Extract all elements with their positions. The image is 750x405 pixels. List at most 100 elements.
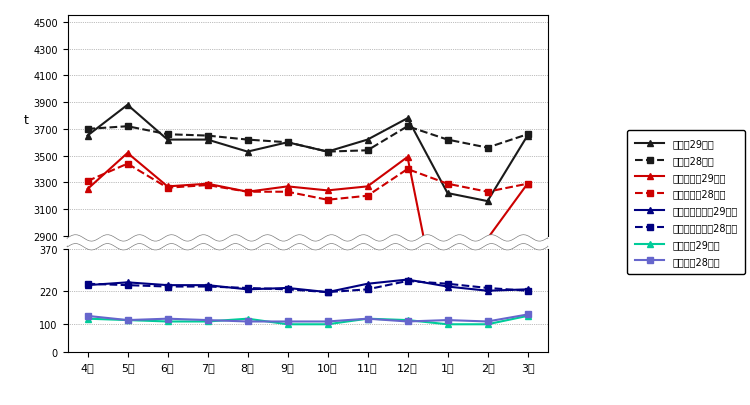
粗大ごみ29年度 [203,319,212,324]
燃やすごみ29年度 [483,237,492,241]
粗大ごみ29年度 [243,316,252,321]
燃やすごみ29年度 [83,187,92,192]
燃やすごみ28年度 [283,190,292,195]
粗大ごみ29年度 [283,322,292,327]
合計量28年度 [363,149,372,153]
燃やすごみ29年度 [203,182,212,187]
合計量28年度 [203,134,212,139]
燃やさないごみ28年度 [123,283,132,288]
燃やさないごみ29年度 [243,287,252,292]
Line: 合計量29年度: 合計量29年度 [84,102,531,205]
燃やすごみ28年度 [523,182,532,187]
燃やすごみ29年度 [243,190,252,195]
粗大ごみ28年度 [523,312,532,317]
合計量28年度 [243,138,252,143]
燃やさないごみ28年度 [363,287,372,292]
合計量28年度 [163,132,172,137]
粗大ごみ29年度 [523,314,532,319]
Line: 粗大ごみ28年度: 粗大ごみ28年度 [84,311,531,325]
粗大ごみ28年度 [163,316,172,321]
燃やすごみ28年度 [163,186,172,191]
合計量29年度 [163,138,172,143]
粗大ごみ28年度 [483,319,492,324]
Line: 燃やさないごみ29年度: 燃やさないごみ29年度 [84,276,531,296]
燃やさないごみ29年度 [523,287,532,292]
合計量28年度 [323,150,332,155]
燃やすごみ28年度 [363,194,372,199]
粗大ごみ29年度 [83,316,92,321]
合計量28年度 [283,141,292,145]
燃やさないごみ29年度 [403,277,412,282]
粗大ごみ28年度 [123,318,132,323]
燃やさないごみ28年度 [403,279,412,284]
粗大ごみ29年度 [483,322,492,327]
合計量28年度 [403,124,412,129]
Line: 燃やすごみ28年度: 燃やすごみ28年度 [84,161,531,204]
燃やすごみ29年度 [163,185,172,190]
Y-axis label: t: t [24,113,28,126]
合計量28年度 [483,146,492,151]
合計量28年度 [83,127,92,132]
粗大ごみ29年度 [163,319,172,324]
燃やすごみ28年度 [483,190,492,195]
Line: 合計量28年度: 合計量28年度 [84,124,531,156]
燃やさないごみ28年度 [283,287,292,292]
燃やすごみ28年度 [403,167,412,172]
燃やすごみ29年度 [523,182,532,187]
燃やさないごみ29年度 [163,283,172,288]
合計量29年度 [363,138,372,143]
燃やすごみ29年度 [283,185,292,190]
燃やさないごみ28年度 [163,284,172,289]
粗大ごみ28年度 [243,319,252,324]
粗大ごみ29年度 [363,316,372,321]
粗大ごみ29年度 [123,318,132,323]
合計量29年度 [283,141,292,145]
合計量29年度 [123,103,132,108]
合計量28年度 [523,132,532,137]
燃やすごみ29年度 [443,354,452,359]
粗大ごみ29年度 [403,318,412,323]
燃やさないごみ28年度 [323,290,332,295]
粗大ごみ28年度 [283,319,292,324]
燃やすごみ28年度 [443,182,452,187]
Line: 粗大ごみ29年度: 粗大ごみ29年度 [84,313,531,328]
粗大ごみ28年度 [443,318,452,323]
粗大ごみ28年度 [323,319,332,324]
合計量29年度 [403,117,412,121]
Legend: 合計量29年度, 合計量28年度, 燃やすごみ29年度, 燃やすごみ28年度, 燃やさないごみ29年度, 燃やさないごみ28年度, 粗大ごみ29年度, 粗大ごみ: 合計量29年度, 合計量28年度, 燃やすごみ29年度, 燃やすごみ28年度, … [628,131,746,274]
燃やさないごみ28年度 [523,289,532,294]
合計量29年度 [323,150,332,155]
合計量29年度 [83,134,92,139]
粗大ごみ29年度 [323,322,332,327]
粗大ごみ28年度 [403,319,412,324]
燃やすごみ29年度 [123,151,132,156]
燃やすごみ29年度 [403,155,412,160]
粗大ごみ29年度 [443,322,452,327]
燃やさないごみ29年度 [483,289,492,294]
燃やすごみ28年度 [243,190,252,195]
燃やさないごみ28年度 [83,281,92,286]
燃やすごみ28年度 [323,198,332,202]
燃やさないごみ29年度 [443,284,452,289]
燃やさないごみ28年度 [483,286,492,291]
合計量29年度 [483,199,492,204]
燃やさないごみ29年度 [83,283,92,288]
燃やさないごみ28年度 [443,281,452,286]
燃やさないごみ28年度 [203,284,212,289]
Line: 燃やさないごみ28年度: 燃やさないごみ28年度 [84,278,531,296]
燃やすごみ28年度 [83,179,92,184]
燃やさないごみ29年度 [123,280,132,285]
燃やさないごみ28年度 [243,286,252,291]
合計量29年度 [203,138,212,143]
燃やすごみ29年度 [323,188,332,193]
燃やさないごみ29年度 [283,286,292,291]
粗大ごみ28年度 [83,314,92,319]
粗大ごみ28年度 [203,318,212,323]
合計量29年度 [443,191,452,196]
合計量29年度 [243,150,252,155]
燃やさないごみ29年度 [203,283,212,288]
燃やすごみ28年度 [123,162,132,167]
合計量28年度 [123,124,132,129]
燃やすごみ28年度 [203,183,212,188]
合計量29年度 [523,134,532,139]
